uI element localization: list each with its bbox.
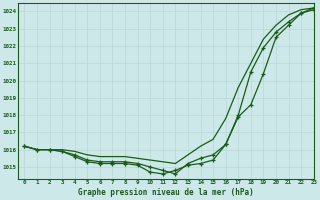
X-axis label: Graphe pression niveau de la mer (hPa): Graphe pression niveau de la mer (hPa): [78, 188, 254, 197]
